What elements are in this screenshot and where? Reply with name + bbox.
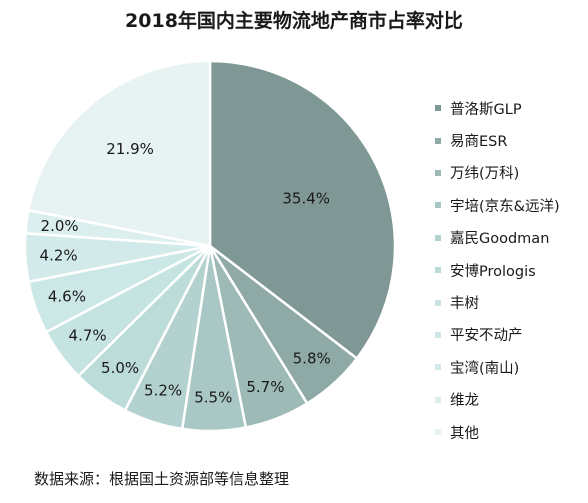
legend-swatch — [435, 267, 441, 274]
legend-label: 其他 — [450, 425, 479, 442]
legend-label: 平安不动产 — [450, 328, 523, 345]
legend-label: 维龙 — [450, 393, 479, 410]
legend-item-4: 宇培(京东&远洋) — [435, 189, 560, 221]
legend-swatch — [435, 429, 441, 436]
pie-slice-label-10: 2.0% — [41, 217, 79, 235]
legend-item-9: 宝湾(南山) — [435, 351, 560, 383]
pie-slices — [23, 59, 397, 433]
legend-swatch — [435, 331, 441, 338]
legend-swatch — [435, 202, 441, 209]
pie-slice-label-6: 5.0% — [101, 359, 139, 377]
legend-swatch — [435, 169, 441, 176]
legend-item-6: 安博Prologis — [435, 254, 560, 286]
legend-label: 宝湾(南山) — [450, 360, 520, 377]
legend-label: 安博Prologis — [450, 263, 536, 280]
legend-swatch — [435, 105, 441, 112]
pie-slice-label-5: 5.2% — [144, 381, 182, 399]
legend-item-7: 丰树 — [435, 286, 560, 318]
legend-swatch — [435, 137, 441, 144]
legend-swatch — [435, 299, 441, 306]
legend-item-2: 易商ESR — [435, 124, 560, 156]
pie-slice-label-8: 4.6% — [48, 288, 86, 306]
legend-item-1: 普洛斯GLP — [435, 92, 560, 124]
pie-slice-label-4: 5.5% — [194, 389, 232, 407]
pie-slice-labels: 35.4% 5.8% 5.7% 5.5% 5.2% 5.0% 4.7% 4.6% 4.2% 2.0… — [40, 140, 331, 407]
legend-item-3: 万纬(万科) — [435, 157, 560, 189]
legend-item-11: 其他 — [435, 416, 560, 448]
pie-slice-11 — [27, 59, 212, 248]
chart-title: 2018年国内主要物流地产商市占率对比 — [125, 10, 463, 32]
legend-label: 易商ESR — [450, 134, 508, 151]
legend-label: 普洛斯GLP — [450, 101, 522, 118]
legend-item-10: 维龙 — [435, 384, 560, 416]
source-note: 数据来源：根据国土资源部等信息整理 — [34, 470, 290, 488]
pie-slice-label-11: 21.9% — [106, 140, 154, 158]
legend-swatch — [435, 234, 441, 241]
legend: 普洛斯GLP 易商ESR 万纬(万科) 宇培(京东&远洋) 嘉民Goodman 安博Pro… — [435, 92, 560, 448]
pie-slice-1 — [208, 59, 397, 360]
legend-label: 嘉民Goodman — [450, 231, 550, 248]
legend-swatch — [435, 364, 441, 371]
pie-slice-label-2: 5.8% — [293, 350, 331, 368]
legend-item-5: 嘉民Goodman — [435, 222, 560, 254]
pie-slice-label-9: 4.2% — [40, 247, 78, 265]
legend-swatch — [435, 396, 441, 403]
legend-label: 丰树 — [450, 296, 479, 313]
legend-label: 宇培(京东&远洋) — [450, 198, 560, 215]
pie-slice-label-3: 5.7% — [246, 378, 284, 396]
legend-label: 万纬(万科) — [450, 166, 520, 183]
pie-slice-label-7: 4.7% — [69, 327, 107, 345]
legend-item-8: 平安不动产 — [435, 319, 560, 351]
pie-slice-label-1: 35.4% — [282, 190, 330, 208]
